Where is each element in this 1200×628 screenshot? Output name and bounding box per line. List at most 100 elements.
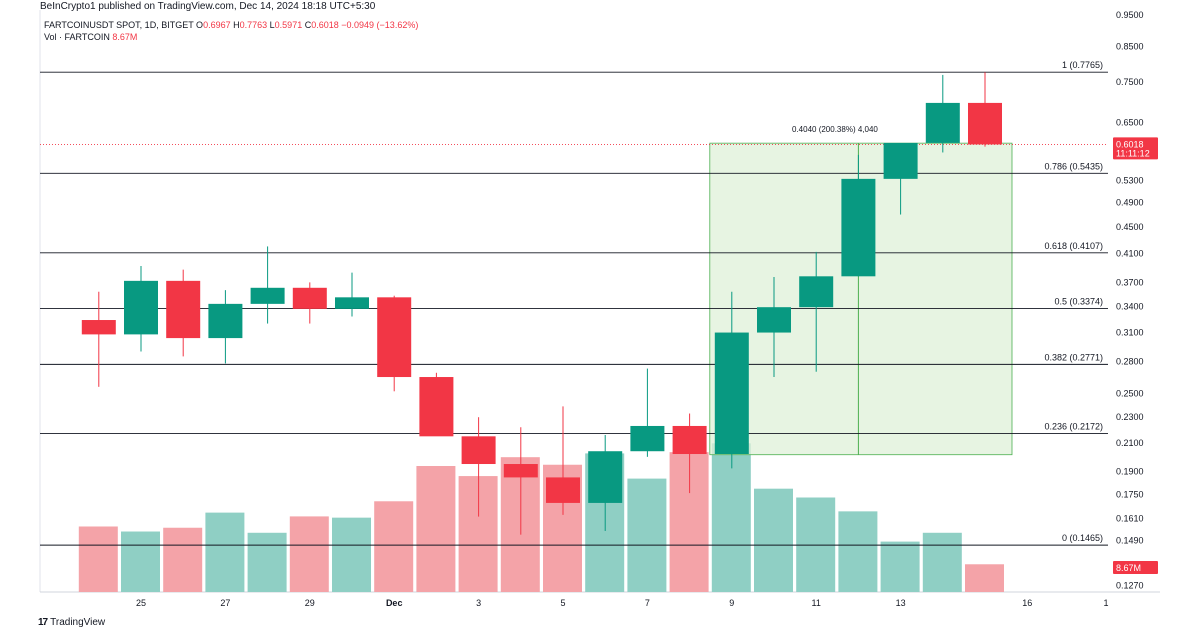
time-axis-label: 5 — [560, 598, 565, 608]
volume-bar — [163, 527, 203, 592]
candle-body — [883, 142, 918, 179]
open-label: O — [196, 20, 204, 30]
price-axis-label: 0.8500 — [1116, 42, 1144, 52]
volume-value: 8.67M — [112, 32, 138, 42]
time-axis-label: 13 — [896, 598, 906, 608]
price-axis-label: 0.2500 — [1116, 389, 1144, 399]
volume-bar — [78, 526, 118, 592]
candle-body — [124, 280, 158, 335]
tradingview-brand-text: TradingView — [50, 617, 106, 628]
time-axis-label: 27 — [220, 598, 230, 608]
candle-body — [588, 451, 623, 503]
time-axis-label: 11 — [812, 598, 821, 608]
price-axis-label: 0.7500 — [1116, 77, 1144, 87]
candle-countdown: 11:11:12 — [1116, 148, 1150, 158]
volume-bar — [838, 511, 878, 592]
candle-body — [925, 102, 960, 143]
volume-bar — [416, 466, 456, 592]
price-axis-label: 0.5300 — [1116, 175, 1144, 185]
price-axis-label: 0.1490 — [1116, 535, 1144, 545]
volume-bar — [627, 478, 667, 592]
candle-body — [630, 425, 665, 452]
time-axis-label: Dec — [386, 598, 403, 608]
fib-level-label: 0.618 (0.4107) — [1044, 241, 1103, 251]
current-price-badge — [1113, 137, 1158, 160]
fib-level-label: 0.382 (0.2771) — [1044, 352, 1103, 362]
candle-body — [799, 276, 834, 308]
volume-bar — [205, 512, 245, 592]
time-axis-label: 3 — [476, 598, 481, 608]
low-label: L — [269, 20, 275, 30]
candle-body — [546, 477, 580, 503]
price-axis-label: 0.1610 — [1116, 513, 1144, 523]
candle-body — [503, 464, 538, 478]
time-axis-label: 1 — [1103, 598, 1108, 608]
fib-level-label: 1 (0.7765) — [1062, 60, 1103, 70]
candle-body — [208, 303, 243, 339]
time-axis-label: 7 — [645, 598, 650, 608]
price-axis-label: 0.4900 — [1116, 198, 1144, 208]
price-axis-label: 0.3400 — [1116, 301, 1144, 311]
low-value: 0.5971 — [274, 20, 303, 30]
price-axis-label: 0.1900 — [1116, 466, 1144, 476]
candle-body — [335, 297, 369, 309]
volume-label: Vol · FARTCOIN — [44, 32, 110, 42]
time-axis-label: 25 — [136, 598, 146, 608]
price-axis-label: 0.2100 — [1116, 438, 1144, 448]
time-axis-label: 9 — [729, 598, 734, 608]
volume-bar — [880, 541, 920, 592]
time-axis-label: 29 — [305, 598, 315, 608]
price-axis-label: 0.3100 — [1116, 328, 1144, 338]
current-price-value: 0.6018 — [1116, 139, 1144, 149]
volume-bar — [332, 517, 371, 592]
symbol-name: FARTCOINUSDT SPOT, 1D, BITGET — [44, 20, 194, 30]
open-value: 0.6967 — [203, 20, 231, 30]
tradingview-logo: 17 TradingView — [38, 617, 105, 628]
close-value: 0.6018 — [311, 20, 339, 30]
price-axis-label: 0.3700 — [1116, 277, 1144, 287]
volume-bar — [965, 564, 1004, 592]
price-axis-label: 0.4500 — [1116, 222, 1144, 232]
volume-bar — [289, 516, 329, 592]
tradingview-mark-icon: 17 — [38, 617, 48, 628]
candle-body — [757, 307, 791, 333]
candle-body — [292, 287, 327, 309]
candle-body — [968, 102, 1002, 145]
candle-body — [377, 297, 412, 378]
candle-body — [714, 332, 749, 455]
price-axis-label: 0.2300 — [1116, 412, 1144, 422]
close-label: C — [304, 20, 312, 30]
candle-body — [166, 280, 201, 339]
price-axis-label: 0.1270 — [1116, 581, 1144, 591]
candle-body — [461, 436, 496, 465]
candle-body — [250, 287, 285, 304]
candle-body — [419, 377, 454, 437]
fib-level-label: 0.5 (0.3374) — [1054, 297, 1103, 307]
candle-body — [841, 178, 876, 277]
fib-level-label: 0.786 (0.5435) — [1044, 161, 1103, 171]
volume-badge — [1113, 561, 1158, 574]
candle-body — [81, 320, 116, 335]
price-axis-label: 0.2800 — [1116, 356, 1144, 366]
fib-level-label: 0 (0.1465) — [1062, 533, 1103, 543]
time-axis-label: 16 — [1022, 598, 1032, 608]
volume-bar — [247, 532, 287, 592]
high-label: H — [233, 20, 240, 30]
volume-bar — [374, 501, 414, 592]
measure-label: 0.4040 (200.38%) 4,040 — [792, 125, 878, 134]
candle-body — [672, 425, 707, 455]
price-axis-label: 0.6500 — [1116, 118, 1144, 128]
price-axis-label: 0.4100 — [1116, 248, 1144, 258]
volume-bar — [121, 531, 160, 592]
price-axis-label: 0.9500 — [1116, 10, 1144, 20]
fib-level-label: 0.236 (0.2172) — [1044, 421, 1103, 431]
symbol-legend: FARTCOINUSDT SPOT, 1D, BITGET O0.6967 H0… — [44, 20, 418, 30]
volume-legend: Vol · FARTCOIN 8.67M — [44, 32, 137, 42]
volume-bar — [922, 532, 962, 592]
volume-bar — [754, 488, 793, 592]
publish-caption: BeInCrypto1 published on TradingView.com… — [40, 1, 376, 12]
change-value: −0.0949 (−13.62%) — [341, 20, 419, 30]
high-value: 0.7763 — [239, 20, 268, 30]
volume-badge-value: 8.67M — [1116, 563, 1141, 573]
